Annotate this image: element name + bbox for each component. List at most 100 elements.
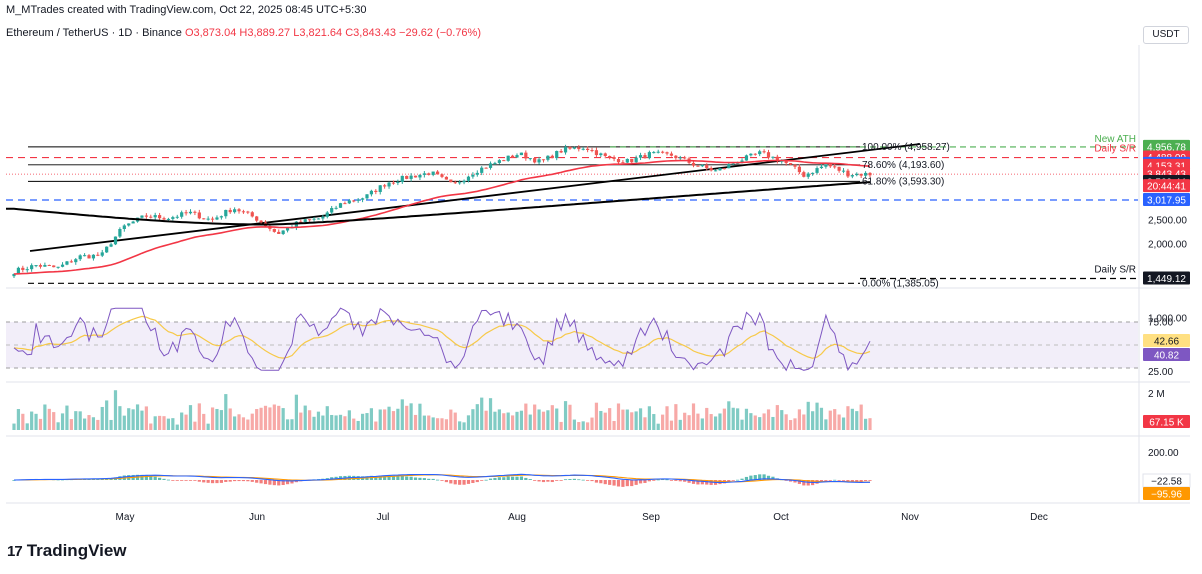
macd-histogram-bar <box>277 480 281 486</box>
volume-bar <box>705 407 709 430</box>
volume-bar <box>285 419 290 430</box>
macd-histogram-bar <box>250 480 254 482</box>
macd-histogram-bar <box>586 480 590 481</box>
rsi-value-label: 40.82 <box>1154 351 1179 362</box>
volume-bar <box>608 408 612 430</box>
volume-bar <box>687 415 691 430</box>
volume-bar <box>621 409 625 430</box>
macd-histogram-bar <box>431 478 435 480</box>
price-tick-label: 2,500.00 <box>1148 216 1187 227</box>
macd-histogram-bar <box>493 477 497 480</box>
volume-bar <box>722 408 726 430</box>
volume-bar <box>431 417 435 430</box>
candle-body <box>294 221 298 228</box>
volume-bar <box>118 406 122 430</box>
volume-bar <box>391 411 396 430</box>
candle-body <box>590 150 594 152</box>
candle-body <box>56 266 60 268</box>
volume-bar <box>224 394 228 430</box>
macd-histogram-bar <box>572 478 576 480</box>
candle-body <box>453 182 457 184</box>
macd-histogram-bar <box>638 480 643 484</box>
candle-body <box>281 230 285 234</box>
candle-body <box>96 254 100 256</box>
volume-bar <box>308 410 312 430</box>
volume-bar <box>603 412 607 430</box>
volume-bar <box>418 403 422 430</box>
currency-button[interactable]: USDT <box>1143 26 1189 44</box>
candle-body <box>709 167 713 171</box>
candle-body <box>559 150 563 153</box>
macd-histogram-bar <box>683 480 687 482</box>
macd-histogram-bar <box>197 480 201 482</box>
macd-histogram-bar <box>802 480 806 486</box>
volume-bar <box>625 409 629 430</box>
macd-histogram-bar <box>700 480 704 485</box>
candle-body <box>466 176 471 181</box>
volume-bar <box>563 401 568 430</box>
candle-body <box>158 215 162 219</box>
volume-bar <box>661 414 665 430</box>
macd-histogram-bar <box>215 480 219 484</box>
volume-bar <box>502 413 506 430</box>
candle-body <box>347 200 351 204</box>
volume-bar <box>338 414 343 430</box>
volume-bar <box>788 420 793 430</box>
volume-bar <box>475 404 479 430</box>
candle-body <box>691 162 696 166</box>
tradingview-logo-text: TradingView <box>26 541 127 560</box>
candle-body <box>458 182 462 184</box>
candle-body <box>568 147 572 149</box>
candle-body <box>272 228 276 232</box>
candle-body <box>193 211 197 213</box>
candle-body <box>206 218 210 220</box>
macd-histogram-bar <box>762 474 766 480</box>
candle-body <box>352 200 356 202</box>
symbol-name: Ethereum / TetherUS · 1D · Binance <box>6 27 182 39</box>
macd-histogram-bar <box>140 474 144 480</box>
volume-bar <box>21 413 25 430</box>
rsi-value-label-bg <box>1143 348 1190 361</box>
volume-bar <box>713 416 718 430</box>
volume-bar <box>744 408 749 430</box>
macd-histogram-bar <box>793 480 797 483</box>
volume-bar <box>837 414 841 430</box>
candle-body <box>859 173 863 176</box>
volume-bar <box>158 415 162 430</box>
time-axis-label: Nov <box>901 512 919 523</box>
volume-bar <box>771 416 775 430</box>
candle-body <box>594 150 599 156</box>
macd-histogram-bar <box>687 480 691 483</box>
candle-body <box>638 155 643 158</box>
volume-bar <box>586 422 590 430</box>
macd-histogram-bar <box>427 478 431 480</box>
candle-body <box>343 203 347 205</box>
macd-histogram-bar <box>855 480 859 482</box>
macd-histogram-bar <box>850 480 854 482</box>
daily-sr-bottom-annotation: Daily S/R <box>1094 264 1136 275</box>
candle-body <box>700 164 704 167</box>
candle-body <box>758 151 762 155</box>
volume-bar <box>175 424 179 430</box>
candle-body <box>793 164 797 167</box>
volume-bar <box>572 419 576 430</box>
candle-body <box>586 148 590 151</box>
rsi-ma-value-label-bg <box>1143 334 1190 347</box>
macd-histogram-bar <box>625 480 629 487</box>
candle-body <box>788 163 793 165</box>
macd-histogram-bar <box>705 480 709 485</box>
macd-histogram-bar <box>409 476 413 480</box>
candle-body <box>612 157 616 159</box>
volume-bar <box>396 408 400 430</box>
candle-body <box>537 159 541 163</box>
fib-618-label: 61.80% (3,593.30) <box>862 176 944 187</box>
macd-histogram-bar <box>537 480 541 482</box>
candle-body <box>603 153 607 156</box>
candle-body <box>550 155 554 159</box>
volume-bar <box>541 411 546 430</box>
macd-histogram-bar <box>224 480 228 482</box>
countdown-label-bg <box>1143 179 1190 193</box>
volume-bar <box>312 416 316 430</box>
volume-bar <box>69 419 73 430</box>
